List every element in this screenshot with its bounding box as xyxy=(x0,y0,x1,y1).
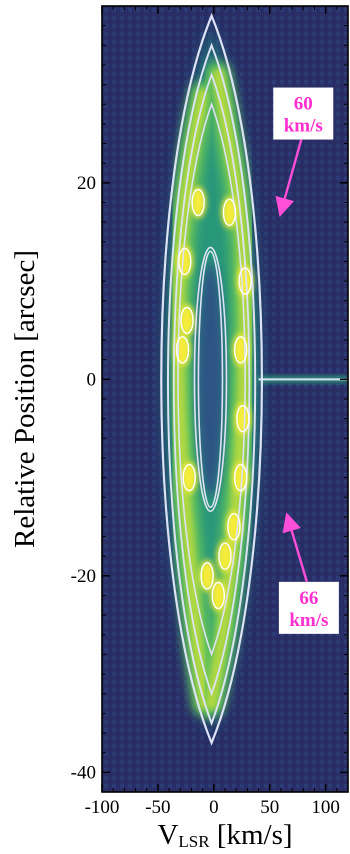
contour-knot xyxy=(180,306,194,335)
tick-labels: -100 -50 0 50 100 -40 -20 0 20 xyxy=(71,173,340,818)
y-tick-label: 20 xyxy=(77,173,96,194)
annotation-label: 66 xyxy=(299,588,318,609)
annotation-box xyxy=(273,87,334,140)
annotation-label: km/s xyxy=(284,116,323,137)
contour-knot xyxy=(236,404,250,433)
x-tick-label: -50 xyxy=(145,797,170,818)
contour-knot xyxy=(233,336,248,364)
y-axis-title: Relative Position [arcsec] xyxy=(9,250,41,548)
x-tick-label: 0 xyxy=(209,797,219,818)
annotation-arrow xyxy=(282,512,309,583)
y-tick-label: 0 xyxy=(87,369,97,390)
x-axis-title-unit: [km/s] xyxy=(210,819,293,851)
contour-knot xyxy=(175,336,190,364)
contour-knot xyxy=(182,463,196,492)
annotation-arrow xyxy=(275,139,303,217)
x-tick-label: -100 xyxy=(85,797,120,818)
contour-outer xyxy=(167,42,257,727)
x-tick-label: 50 xyxy=(260,797,279,818)
central-cavity xyxy=(196,261,225,498)
x-tick-label: 100 xyxy=(311,797,340,818)
x-axis-title: VLSR [km/s] xyxy=(157,819,292,851)
contour-knot xyxy=(200,562,214,590)
contour-knot xyxy=(211,581,225,610)
tick-marks xyxy=(101,6,349,792)
annotation-label: 60 xyxy=(294,94,313,115)
y-tick-label: -40 xyxy=(71,762,96,783)
contour-knot xyxy=(238,267,252,295)
contour-cavity xyxy=(197,250,224,509)
contour-knot xyxy=(218,542,232,570)
annotation-box xyxy=(278,581,339,634)
emission-ridge-core-left xyxy=(172,88,211,710)
contour-knot xyxy=(178,247,192,276)
x-axis-title-subscript: LSR xyxy=(178,832,210,851)
annotation-label: km/s xyxy=(289,610,328,631)
contour-layer xyxy=(160,12,348,746)
contour-knot xyxy=(233,463,248,492)
contour-knot xyxy=(191,188,205,217)
y-tick-label: -20 xyxy=(71,566,96,587)
contour-cavity xyxy=(193,246,228,513)
contour-knot xyxy=(227,513,241,541)
contour-outer xyxy=(177,101,246,657)
contour-outer xyxy=(160,12,264,746)
x-axis-title-main: V xyxy=(157,819,178,851)
contour-knot xyxy=(222,198,237,227)
